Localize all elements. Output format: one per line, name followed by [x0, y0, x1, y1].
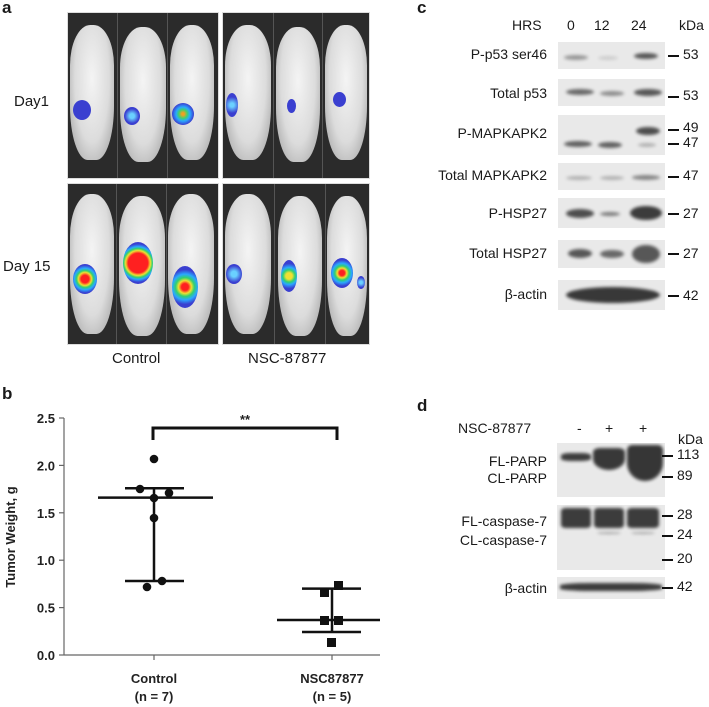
lane-plus-1: + — [605, 420, 614, 436]
ytick-0-5: 0.5 — [37, 601, 55, 616]
row-p-hsp27: P-HSP27 — [488, 205, 547, 221]
label-cl-parp: CL-PARP — [487, 470, 547, 486]
imaging-nsc-day1 — [222, 12, 370, 179]
row-beta-actin-c: β-actin — [504, 286, 547, 302]
blot-p-mapkapk2 — [558, 115, 665, 155]
nsc-treatment-label: NSC-87877 — [458, 420, 532, 436]
blot-p-hsp27 — [558, 198, 665, 228]
xcat-control-n: (n = 7) — [135, 689, 174, 704]
row-label-day1: Day1 — [14, 93, 50, 110]
blot-caspase7 — [557, 505, 665, 570]
row-total-p53: Total p53 — [490, 85, 547, 101]
blot-total-p53 — [558, 79, 665, 106]
label-fl-parp: FL-PARP — [488, 453, 547, 469]
marker-113: 113 — [677, 446, 700, 462]
blot-total-hsp27 — [558, 240, 665, 268]
imaging-control-day1 — [67, 12, 219, 179]
xcat-nsc-n: (n = 5) — [313, 689, 352, 704]
nsc-points — [320, 581, 343, 647]
marker-24: 24 — [677, 526, 693, 542]
lane-minus: - — [577, 420, 582, 436]
lane-0: 0 — [567, 17, 575, 33]
panel-c-letter: c — [417, 0, 427, 17]
ytick-2-0: 2.0 — [37, 458, 55, 473]
hrs-label: HRS — [512, 17, 542, 33]
group-label-nsc: NSC-87877 — [248, 350, 327, 367]
marker-20: 20 — [677, 550, 693, 566]
panel-d-letter: d — [417, 396, 428, 415]
label-fl-caspase7: FL-caspase-7 — [461, 513, 547, 529]
ytick-1-0: 1.0 — [37, 553, 55, 568]
ytick-0: 0.0 — [37, 648, 55, 663]
marker-p-mapkapk2-49: 49 — [683, 119, 699, 135]
marker-p-hsp27: 27 — [683, 205, 699, 221]
kda-label-d: kDa — [678, 431, 703, 447]
ytick-2-5: 2.5 — [37, 411, 55, 426]
marker-beta-actin-c: 42 — [683, 287, 699, 303]
lane-plus-2: + — [639, 420, 648, 436]
label-cl-caspase7: CL-caspase-7 — [459, 532, 547, 548]
row-p-p53: P-p53 ser46 — [470, 46, 547, 62]
lane-24: 24 — [631, 17, 647, 33]
row-total-hsp27: Total HSP27 — [469, 245, 547, 261]
xcat-nsc: NSC87877 — [300, 671, 364, 686]
blot-total-mapkapk2 — [558, 163, 665, 190]
row-p-mapkapk2: P-MAPKAPK2 — [457, 125, 547, 141]
significance-label: ** — [240, 412, 251, 427]
marker-total-p53: 53 — [683, 87, 699, 103]
control-points — [135, 454, 174, 592]
blot-parp — [557, 443, 665, 497]
row-label-day15: Day 15 — [3, 258, 51, 275]
label-beta-actin-d: β-actin — [504, 580, 547, 596]
marker-28: 28 — [677, 506, 693, 522]
panel-b-letter: b — [2, 384, 13, 403]
imaging-nsc-day15 — [222, 183, 370, 345]
marker-p-mapkapk2-47: 47 — [683, 134, 699, 150]
row-total-mapkapk2: Total MAPKAPK2 — [438, 167, 547, 183]
tumor-weight-chart: 0.0 0.5 1.0 1.5 2.0 2.5 Tumor Weight, g … — [3, 411, 380, 704]
imaging-control-day15 — [67, 183, 219, 345]
xcat-control: Control — [131, 671, 177, 686]
blot-beta-actin-d — [557, 577, 665, 599]
blot-beta-actin-c — [558, 280, 665, 310]
kda-label-c: kDa — [679, 17, 704, 33]
marker-total-hsp27: 27 — [683, 245, 699, 261]
lane-12: 12 — [594, 17, 610, 33]
y-axis-label: Tumor Weight, g — [3, 486, 18, 587]
ytick-1-5: 1.5 — [37, 506, 55, 521]
marker-total-mapkapk2: 47 — [683, 167, 699, 183]
blot-p-p53 — [558, 42, 665, 69]
marker-p-p53: 53 — [683, 46, 699, 62]
group-label-control: Control — [112, 350, 161, 367]
marker-89: 89 — [677, 467, 693, 483]
marker-42-d: 42 — [677, 578, 693, 594]
panel-a-letter: a — [2, 0, 12, 17]
